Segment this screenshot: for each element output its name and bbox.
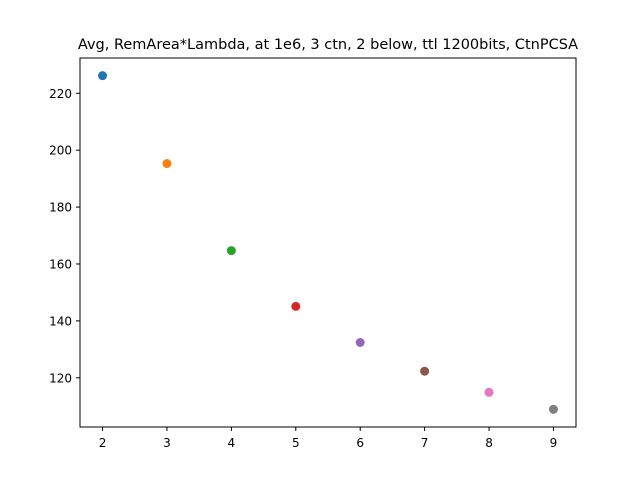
x-tick-label: 5 [292, 436, 300, 450]
data-point-4 [291, 301, 301, 311]
y-tick-label: 160 [49, 257, 72, 271]
data-point-5 [355, 338, 365, 348]
data-point-1 [98, 71, 108, 81]
data-point-7 [484, 387, 494, 397]
x-tick-label: 7 [421, 436, 429, 450]
y-tick-label: 140 [49, 314, 72, 328]
x-tick-label: 8 [485, 436, 493, 450]
x-tick-label: 3 [163, 436, 171, 450]
plot-area-frame [79, 57, 577, 428]
data-point-3 [226, 246, 236, 256]
y-tick-label: 200 [49, 144, 72, 158]
y-tick-label: 180 [49, 201, 72, 215]
x-tick-label: 2 [99, 436, 107, 450]
chart-title: Avg, RemArea*Lambda, at 1e6, 3 ctn, 2 be… [78, 37, 578, 53]
x-tick-label: 6 [356, 436, 364, 450]
y-tick-label: 120 [49, 371, 72, 385]
data-point-2 [162, 159, 172, 169]
data-point-6 [420, 366, 430, 376]
x-tick-label: 9 [550, 436, 558, 450]
x-tick-label: 4 [228, 436, 236, 450]
y-tick-label: 220 [49, 87, 72, 101]
data-point-8 [548, 404, 558, 414]
